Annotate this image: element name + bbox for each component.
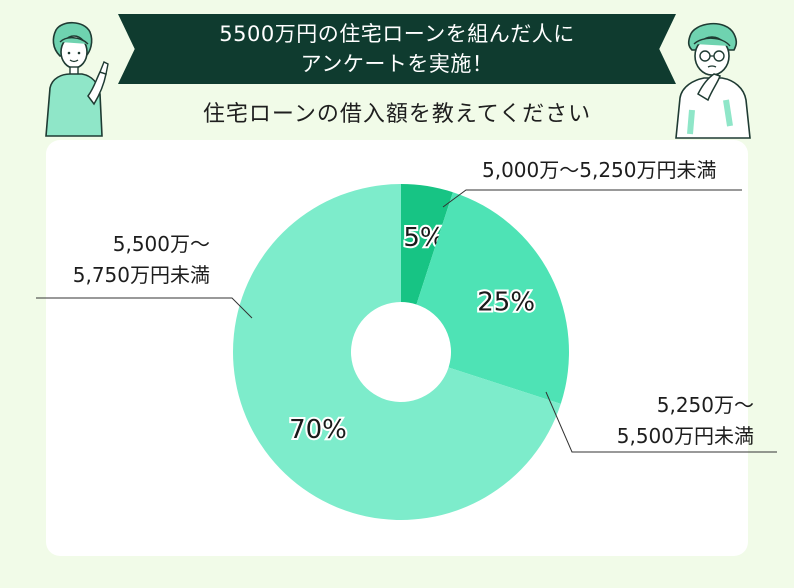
banner-line-1: 5500万円の住宅ローンを組んだ人に [219,22,575,46]
slice-label-5500-5750-line1: 5,500万〜 [112,232,210,256]
slice-label-5250-5500: 5,250万〜 5,500万円未満 [596,390,754,452]
slice-label-5250-5500-line2: 5,500万円未満 [616,424,754,448]
slice-label-5500-5750-line2: 5,750万円未満 [72,263,210,287]
banner-text: 5500万円の住宅ローンを組んだ人に アンケートを実施！ [118,14,676,84]
banner [118,14,676,84]
leader-line-5250-5500 [545,391,777,453]
slice-value-5500-5750: 70% [289,415,347,445]
slice-5000-5250 [401,184,453,305]
slice-label-5000-5250-line1: 5,000万〜5,250万円未満 [482,158,717,182]
slice-label-5250-5500-line1: 5,250万〜 [656,393,754,417]
man-thinking-illustration [675,22,751,139]
slice-5500-5750 [233,184,561,520]
slice-5250-5500 [416,192,569,404]
leader-line-5500-5750 [36,297,253,319]
question-title: 住宅ローンの借入額を教えてください [202,102,592,127]
slice-value-5250-5500: 25% [477,287,535,317]
banner-line-2: アンケートを実施！ [300,52,494,76]
slice-label-5000-5250: 5,000万〜5,250万円未満 [482,155,717,186]
woman-pointing-illustration [45,21,109,137]
leader-line-5000-5250 [442,189,742,208]
slice-label-5500-5750: 5,500万〜 5,750万円未満 [60,229,210,291]
